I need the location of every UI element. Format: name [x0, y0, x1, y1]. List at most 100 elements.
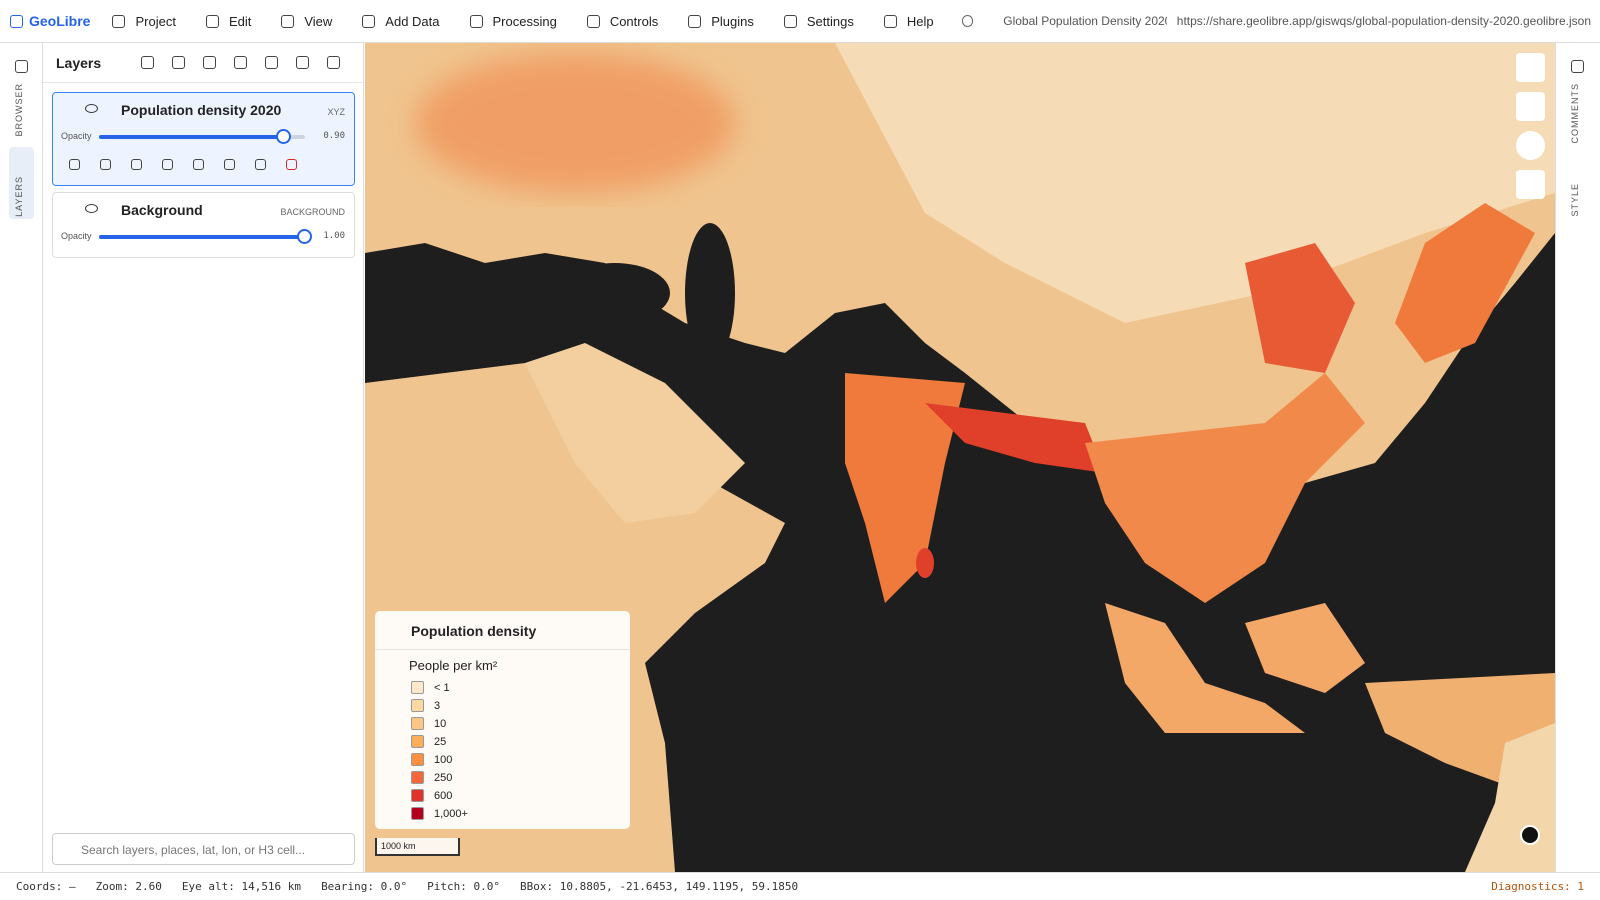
compass-button[interactable]	[1516, 92, 1545, 121]
brand-name: GeoLibre	[29, 13, 91, 29]
layer-name: Population density 2020	[121, 102, 282, 118]
legend-swatch	[411, 807, 424, 820]
legend-label: 250	[434, 771, 453, 784]
panel-header: Layers	[43, 43, 363, 83]
layer-action[interactable]	[255, 159, 266, 170]
menu-item[interactable]: Plugins	[688, 14, 754, 29]
opacity-label: Opacity	[61, 131, 92, 141]
legend-subtitle: People per km²	[409, 658, 498, 673]
opacity-value: 0.90	[323, 131, 345, 141]
diagnostics[interactable]: Diagnostics: 1	[1491, 880, 1584, 893]
panel-tools	[141, 56, 341, 69]
legend-item: 1,000+	[411, 807, 468, 820]
layer-kind: BACKGROUND	[280, 207, 345, 217]
visibility-icon[interactable]	[85, 204, 98, 213]
layer-action[interactable]	[69, 159, 80, 170]
toggle-icon[interactable]	[15, 60, 28, 73]
browser-tab[interactable]: BROWSER	[14, 83, 24, 137]
status-bar: Diagnostics: 1 Coords: — Zoom: 2.60 Eye al…	[0, 872, 1600, 900]
menu-item[interactable]: Project	[112, 13, 176, 29]
menu-label: Project	[135, 13, 176, 29]
opacity-slider[interactable]	[99, 229, 312, 244]
legend-label: 1,000+	[434, 807, 468, 820]
theme-toggle[interactable]	[961, 15, 974, 27]
info-button[interactable]	[1520, 825, 1540, 845]
tool[interactable]	[265, 56, 279, 69]
menu-item[interactable]: Controls	[586, 14, 658, 29]
layer-action[interactable]	[193, 159, 204, 170]
slider-knob[interactable]	[276, 129, 292, 144]
menu-item[interactable]: Settings	[783, 13, 854, 29]
legend-swatch	[411, 681, 424, 694]
tool[interactable]	[296, 56, 310, 69]
opacity-slider[interactable]	[99, 129, 305, 144]
tool[interactable]	[172, 56, 186, 69]
toggle-icon[interactable]	[1571, 60, 1584, 73]
map-image	[365, 43, 1555, 872]
project-title[interactable]: Global Population Density 2020	[1003, 14, 1167, 28]
tool[interactable]	[203, 56, 217, 69]
top-bar: GeoLibre Project Edit View Add Data Processi…	[0, 0, 1600, 43]
layer-kind: XYZ	[327, 107, 345, 117]
menu-icon	[586, 14, 600, 28]
layer-action[interactable]	[286, 159, 297, 170]
legend-item: 250	[411, 771, 452, 784]
menu-item[interactable]: Help	[883, 13, 934, 29]
layers-button[interactable]	[1516, 170, 1545, 199]
search-input[interactable]: Search layers, places, lat, lon, or H3 c…	[52, 833, 355, 865]
left-strip: BROWSER LAYERS	[0, 43, 43, 872]
legend-swatch	[411, 699, 424, 712]
globe-button[interactable]	[1516, 131, 1545, 160]
menu-label: Edit	[228, 13, 252, 29]
menu-item[interactable]: View	[281, 14, 332, 29]
layers-tab[interactable]: LAYERS	[14, 176, 24, 217]
divider	[375, 649, 630, 650]
slider-fill	[99, 235, 305, 239]
layer-action[interactable]	[224, 159, 235, 170]
menu-item[interactable]: Processing	[469, 14, 557, 29]
menu-icon	[688, 14, 702, 28]
slider-fill	[99, 135, 285, 139]
tool[interactable]	[327, 56, 341, 69]
layer-card[interactable]: Population density 2020 XYZ Opacity 0.90	[52, 92, 355, 186]
brand[interactable]: GeoLibre	[10, 13, 90, 29]
menu-label: Help	[906, 13, 934, 29]
legend-item: 10	[411, 717, 446, 730]
style-tab[interactable]: STYLE	[1570, 183, 1580, 217]
menu-icon	[783, 14, 797, 28]
legend-swatch	[411, 753, 424, 766]
layers-panel: Layers Population density 2020 XYZ Opacity…	[43, 43, 364, 872]
menu-label: Settings	[806, 13, 854, 29]
menu-item[interactable]: Add Data	[362, 14, 440, 29]
slider-knob[interactable]	[297, 229, 312, 244]
tool[interactable]	[234, 56, 248, 69]
legend-swatch	[411, 771, 424, 784]
fullscreen-button[interactable]	[1516, 53, 1545, 82]
legend-item: 3	[411, 699, 440, 712]
comments-tab[interactable]: COMMENTS	[1570, 83, 1580, 144]
menu-icon	[362, 14, 376, 28]
legend-label: 600	[434, 789, 453, 802]
map[interactable]: Population density People per km² < 1 3 10…	[365, 43, 1555, 872]
layer-card[interactable]: Background BACKGROUND Opacity 1.00	[52, 192, 355, 258]
layer-action[interactable]	[131, 159, 142, 170]
menu-label: View	[304, 13, 333, 29]
status-item: Zoom: 2.60	[95, 880, 162, 893]
legend-item: 600	[411, 789, 452, 802]
status-item: Bearing: 0.0°	[321, 880, 408, 893]
legend-label: 25	[434, 735, 447, 748]
opacity-label: Opacity	[61, 231, 92, 241]
layer-action[interactable]	[100, 159, 111, 170]
tool[interactable]	[141, 56, 155, 69]
legend-item: 100	[411, 753, 452, 766]
menu-label: Plugins	[711, 13, 754, 29]
legend-title[interactable]: Population density	[411, 623, 537, 639]
status-item: Eye alt: 14,516 km	[181, 880, 302, 893]
menu-icon	[205, 14, 219, 28]
visibility-icon[interactable]	[85, 104, 98, 113]
legend-label: 3	[434, 699, 441, 712]
project-url[interactable]: https://share.geolibre.app/giswqs/global…	[1176, 14, 1592, 28]
layer-action[interactable]	[162, 159, 173, 170]
menu-item[interactable]: Edit	[205, 13, 252, 29]
